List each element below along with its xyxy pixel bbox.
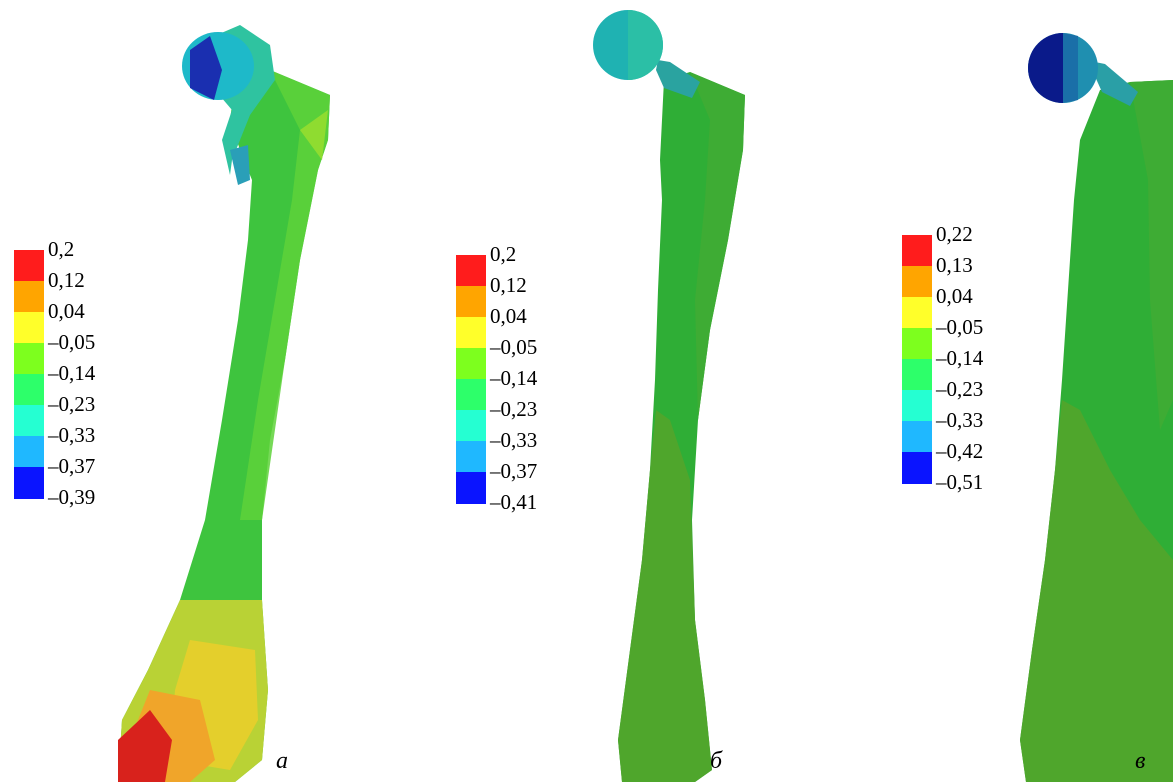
panel-c: 0,22 0,13 0,04 –0,05 –0,14 –0,23 –0,33 –0,42 –0,… bbox=[780, 0, 1173, 782]
legend-label: –0,14 bbox=[490, 366, 538, 390]
legend-swatch bbox=[14, 343, 44, 375]
legend-label: –0,51 bbox=[936, 470, 984, 494]
legend-label: –0,05 bbox=[48, 330, 96, 354]
legend-swatch bbox=[902, 359, 932, 391]
legend-label: 0,22 bbox=[936, 222, 973, 246]
legend-label: 0,04 bbox=[490, 304, 527, 328]
legend-label: –0,37 bbox=[490, 459, 538, 483]
legend-label: 0,2 bbox=[48, 237, 75, 261]
legend-swatch bbox=[902, 266, 932, 298]
legend-label: –0,33 bbox=[490, 428, 538, 452]
legend-swatch bbox=[902, 235, 932, 267]
legend-label: –0,14 bbox=[48, 361, 96, 385]
legend-swatch bbox=[456, 379, 486, 411]
panel-label: а bbox=[276, 748, 288, 774]
color-legend: 0,22 0,13 0,04 –0,05 –0,14 –0,23 –0,33 –0,42 –0,… bbox=[902, 223, 1032, 513]
legend-label: –0,05 bbox=[490, 335, 538, 359]
legend-swatch bbox=[456, 286, 486, 318]
legend-label: 0,2 bbox=[490, 242, 517, 266]
legend-label: 0,12 bbox=[490, 273, 527, 297]
legend-label: –0,41 bbox=[490, 490, 538, 514]
legend-swatch bbox=[902, 297, 932, 329]
panel-b: 0,2 0,12 0,04 –0,05 –0,14 –0,23 –0,33 –0,37 –0,4… bbox=[360, 0, 780, 782]
legend-label: –0,14 bbox=[936, 346, 984, 370]
legend-swatch bbox=[14, 281, 44, 313]
femur-intact-model bbox=[118, 25, 330, 782]
legend-swatch bbox=[14, 250, 44, 282]
legend-label: –0,39 bbox=[48, 485, 96, 509]
legend-label: 0,13 bbox=[936, 253, 973, 277]
legend-swatch bbox=[14, 374, 44, 406]
legend-label: –0,42 bbox=[936, 439, 984, 463]
femur-implant-model-variant bbox=[1020, 33, 1173, 782]
legend-label: –0,23 bbox=[490, 397, 538, 421]
legend-swatch bbox=[456, 348, 486, 380]
legend-label: –0,05 bbox=[936, 315, 984, 339]
panel-label: в bbox=[1135, 748, 1146, 774]
legend-swatch bbox=[14, 436, 44, 468]
legend-label: –0,23 bbox=[936, 377, 984, 401]
legend-swatch bbox=[456, 472, 486, 504]
legend-swatch bbox=[456, 441, 486, 473]
legend-swatch bbox=[902, 390, 932, 422]
legend-swatch bbox=[902, 328, 932, 360]
legend-label: 0,04 bbox=[936, 284, 973, 308]
legend-swatch bbox=[456, 410, 486, 442]
legend-label: 0,12 bbox=[48, 268, 85, 292]
femur-implant-model bbox=[593, 10, 745, 782]
legend-swatch bbox=[902, 452, 932, 484]
color-legend: 0,2 0,12 0,04 –0,05 –0,14 –0,23 –0,33 –0,37 –0,3… bbox=[14, 238, 144, 508]
legend-swatch bbox=[902, 421, 932, 453]
panel-label: б bbox=[710, 748, 723, 774]
panel-a: 0,2 0,12 0,04 –0,05 –0,14 –0,23 –0,33 –0,37 –0,3… bbox=[0, 0, 360, 782]
legend-swatch bbox=[14, 467, 44, 499]
legend-swatch bbox=[456, 255, 486, 287]
legend-label: –0,23 bbox=[48, 392, 96, 416]
legend-label: –0,33 bbox=[936, 408, 984, 432]
legend-label: 0,04 bbox=[48, 299, 85, 323]
legend-label: –0,37 bbox=[48, 454, 96, 478]
color-legend: 0,2 0,12 0,04 –0,05 –0,14 –0,23 –0,33 –0,37 –0,4… bbox=[456, 243, 586, 513]
legend-label: –0,33 bbox=[48, 423, 96, 447]
legend-swatch bbox=[14, 405, 44, 437]
legend-swatch bbox=[456, 317, 486, 349]
legend-swatch bbox=[14, 312, 44, 344]
